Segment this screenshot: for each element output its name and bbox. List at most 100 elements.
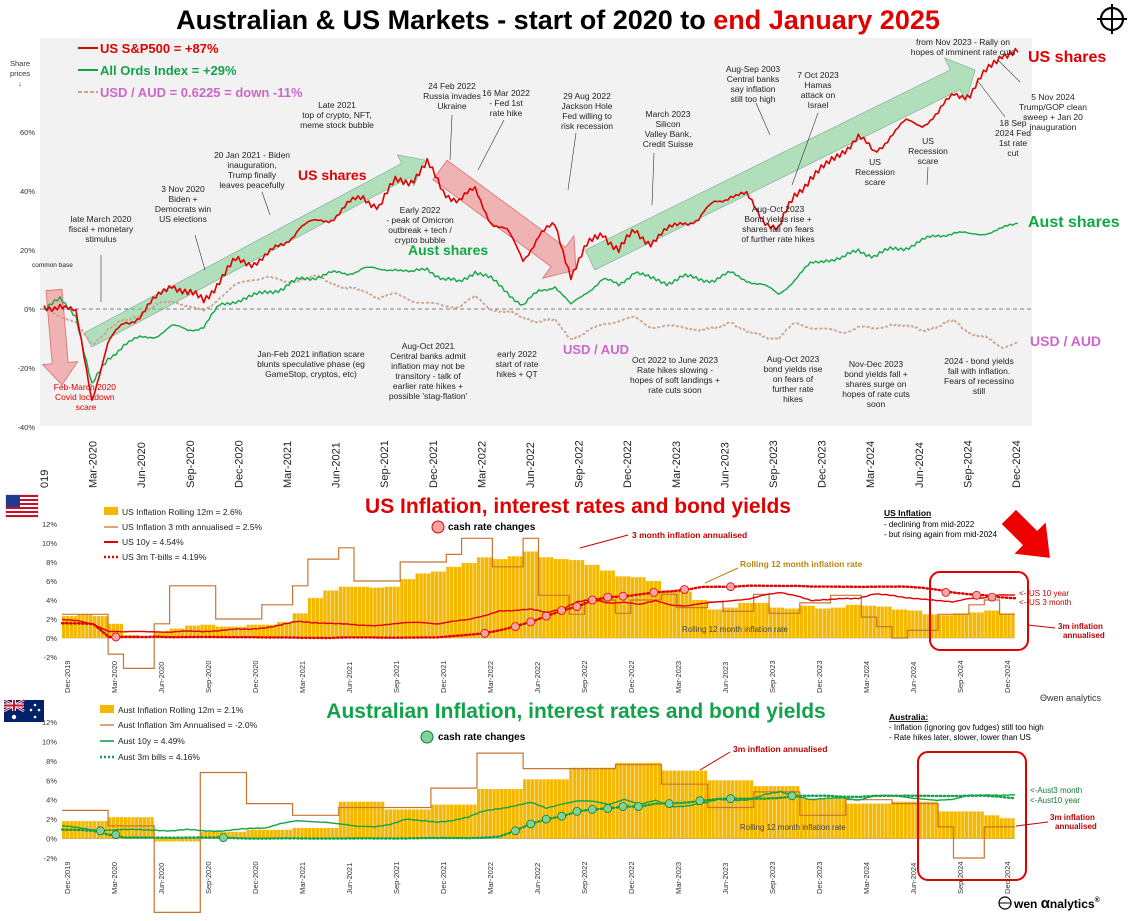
feb-march-ann: Feb-March 2020 Covid lockdown scare [54,382,119,412]
inflation-bar [254,829,258,839]
inflation-bar [811,605,815,638]
inflation-bar [450,566,454,639]
inflation-bar [780,607,784,638]
inflation-bar [626,576,631,639]
label-usdaud-right: USD / AUD [1030,333,1101,349]
inflation-bar [338,801,343,839]
panel-x-tick: Sep-2024 [956,660,965,693]
inflation-bar [799,605,804,638]
inflation-bar [215,831,220,839]
inflation-bar [169,628,173,638]
inflation-bar [392,809,396,839]
panel-x-tick: Dec-2021 [439,861,448,894]
top-x-tick: Mar-2021 [282,441,294,488]
inflation-bar [261,829,266,839]
panel-y-tick: 4% [46,596,57,605]
inflation-bar [907,801,911,839]
cash-rate-marker [695,796,705,806]
top-x-tick: Mar-2020 [88,441,100,488]
cash-rate-marker [587,805,597,814]
top-x-tick: Jun-2022 [525,442,537,488]
inflation-bar [761,602,765,638]
inflation-bar [726,780,731,839]
inflation-bar [673,590,677,638]
au-note-2: - Rate hikes later, slower, lower than U… [889,733,1031,742]
inflation-bar [119,817,123,839]
annotation-above: 3 Nov 2020 Biden + Democrats win US electio… [155,184,211,224]
annotation-pointers [100,59,1021,302]
panel-x-tick: Jun-2021 [345,863,354,894]
inflation-bar [546,557,550,639]
cash-rate-marker [649,588,659,597]
panel-x-tick: Jun-2022 [533,662,542,693]
annotation-above: Aug-Sep 2003 Central banks say inflation st… [726,64,781,104]
inflation-bar [573,767,577,839]
inflation-bar [269,829,273,839]
inflation-bar [411,579,416,638]
us-legend-bar-swatch [104,507,118,515]
us-cash-rate-label: cash rate changes [448,522,536,533]
inflation-bar [315,827,319,839]
panel-y-tick: -2% [44,854,58,863]
inflation-bar [934,801,938,839]
svg-text:wen αnalytics®: wen αnalytics® [1013,895,1101,912]
inflation-bar [822,798,827,839]
inflation-bar [112,817,116,839]
inflation-bar [746,780,750,839]
au-legend-rolling: Aust Inflation Rolling 12m = 2.1% [118,705,244,715]
annotation-above: Late 2021 top of crypto, NFT, meme stock b… [300,100,374,130]
panel-x-tick: Mar-2020 [110,661,119,693]
inflation-bar [519,556,523,638]
inflation-bar [676,770,681,839]
cash-rate-marker [787,791,797,801]
inflation-bar [331,827,335,839]
inflation-bar [115,817,120,839]
inflation-bar [211,831,216,839]
inflation-bar [261,624,266,638]
panel-y-tick: 6% [46,776,57,785]
title-highlight: end January 2025 [713,5,940,35]
inflation-bar [865,605,869,638]
panel-x-tick: Dec-2020 [251,660,260,693]
inflation-bar [369,801,373,839]
us-panel-title: US Inflation, interest rates and bond yi… [365,495,791,518]
top-y-tick: 20% [20,246,35,255]
page-title: Australian & US Markets - start of 2020 … [176,5,940,35]
inflation-bar [569,767,573,839]
inflation-bar [884,606,888,638]
inflation-bar [953,613,957,638]
inflation-bar [1007,613,1011,638]
inflation-bar [265,624,270,638]
us-highlight-box [929,571,1029,651]
inflation-bar [907,610,911,638]
inflation-bar [826,608,831,638]
annotation-below: 2024 - bond yields fall with inflation. Fe… [944,356,1014,396]
inflation-bar [323,827,327,839]
covid-drop-arrow [41,288,79,386]
series-line-all-ords [43,222,1019,384]
panel-x-tick: Jun-2024 [909,662,918,693]
inflation-bar [815,608,819,638]
inflation-bar [988,610,992,638]
inflation-bar [165,632,170,638]
inflation-bar [742,602,746,638]
inflation-bar [961,613,965,638]
inflation-bar [254,624,258,638]
top-annotations: late March 2020 fiscal + monetary stimulus… [69,37,1088,409]
inflation-bar [719,780,723,839]
inflation-bar [277,829,281,839]
us-legend-10y: US 10y = 4.54% [122,537,184,547]
inflation-bar [999,613,1003,638]
inflation-bar [642,762,646,839]
inflation-bar [769,607,773,638]
inflation-bar [799,798,804,839]
panel-y-tick: 8% [46,558,57,567]
cash-rate-marker [618,802,628,811]
inflation-bar [1011,818,1015,839]
us-ann-3m: 3 month inflation annualised [632,530,747,540]
inflation-bar [219,626,223,638]
inflation-bar [734,780,738,839]
inflation-bar [646,581,650,638]
cash-rate-marker [511,826,520,836]
top-x-tick: Sep-2022 [574,440,586,488]
